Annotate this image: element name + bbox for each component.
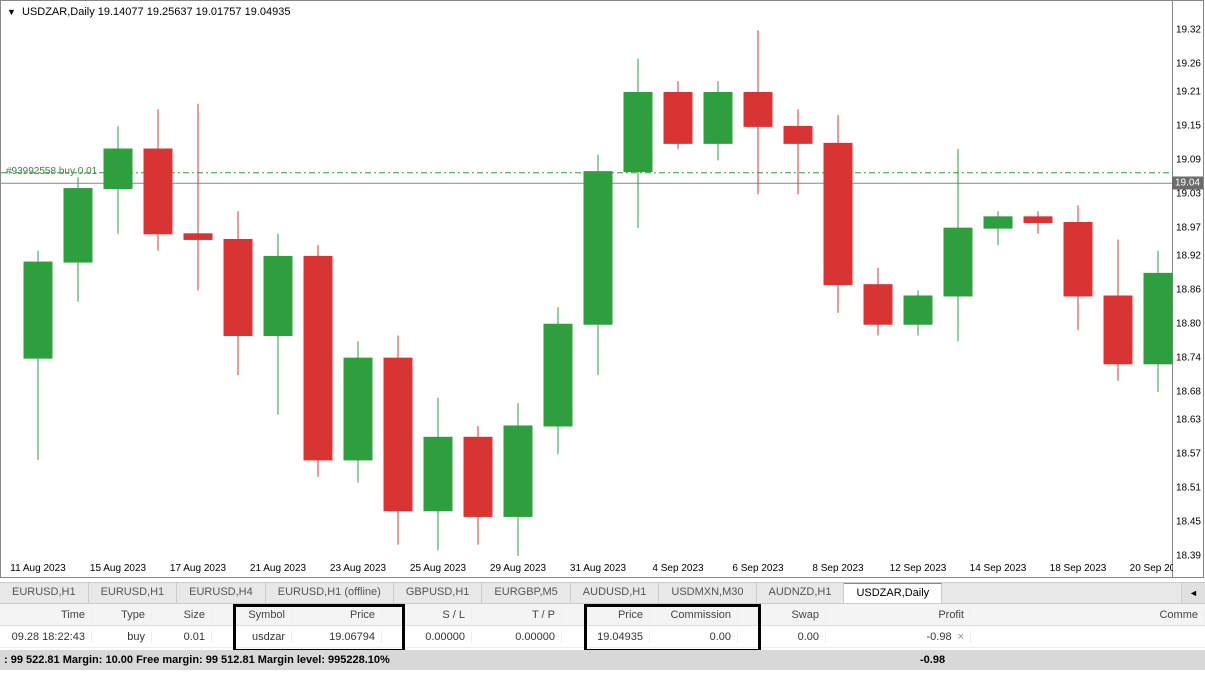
table-cell: usdzar <box>212 631 292 643</box>
chart-title: ▼ USDZAR,Daily 19.14077 19.25637 19.0175… <box>7 6 290 18</box>
x-axis-label: 6 Sep 2023 <box>732 563 783 574</box>
table-cell: 19.04935 <box>562 631 650 643</box>
x-axis-label: 29 Aug 2023 <box>490 563 546 574</box>
x-axis-label: 23 Aug 2023 <box>330 563 386 574</box>
table-cell: 0.00 <box>650 631 738 643</box>
x-axis-label: 18 Sep 2023 <box>1050 563 1107 574</box>
price-axis: 19.32 19.26 19.21 19.15 19.09 19.03 18.97 18.92… <box>1173 0 1204 578</box>
status-bar: : 99 522.81 Margin: 10.00 Free margin: 9… <box>0 650 1205 670</box>
chart-tab[interactable]: AUDUSD,H1 <box>571 583 660 603</box>
price-tick: 18.74 <box>1176 353 1201 364</box>
price-tick: 18.80 <box>1176 319 1201 330</box>
table-cell: 0.00000 <box>472 631 562 643</box>
table-cell: 0.00 <box>738 631 826 643</box>
table-header-cell[interactable]: T / P <box>472 609 562 621</box>
tab-scroll-left[interactable]: ◄ <box>1181 583 1205 603</box>
price-tick: 19.09 <box>1176 155 1201 166</box>
x-axis-label: 8 Sep 2023 <box>812 563 863 574</box>
chart-title-text: USDZAR,Daily 19.14077 19.25637 19.01757 … <box>22 6 290 18</box>
x-axis-label: 21 Aug 2023 <box>250 563 306 574</box>
trade-row[interactable]: 09.28 18:22:43buy0.01usdzar19.067940.000… <box>0 626 1205 648</box>
chart-tab[interactable]: USDMXN,M30 <box>659 583 756 603</box>
chart-tab[interactable]: AUDNZD,H1 <box>757 583 845 603</box>
chart-tab[interactable]: EURUSD,H1 (offline) <box>266 583 394 603</box>
table-header-cell[interactable]: S / L <box>382 609 472 621</box>
price-tick: 18.57 <box>1176 449 1201 460</box>
table-header-cell[interactable]: Time <box>0 609 92 621</box>
x-axis-label: 17 Aug 2023 <box>170 563 226 574</box>
price-tick: 18.45 <box>1176 517 1201 528</box>
table-header-cell[interactable]: Price <box>562 609 650 621</box>
chart-tab[interactable]: GBPUSD,H1 <box>394 583 483 603</box>
price-tick: 19.15 <box>1176 121 1201 132</box>
price-tick: 18.39 <box>1176 551 1201 562</box>
table-cell: 09.28 18:22:43 <box>0 631 92 643</box>
table-cell: -0.98× <box>826 631 971 643</box>
chart-menu-arrow[interactable]: ▼ <box>7 7 16 17</box>
x-axis-label: 11 Aug 2023 <box>10 563 65 574</box>
price-tick: 18.51 <box>1176 483 1201 494</box>
price-tick: 18.68 <box>1176 387 1201 398</box>
close-trade-icon[interactable]: × <box>958 631 964 643</box>
trade-table: TimeTypeSizeSymbolPriceS / LT / PPriceCo… <box>0 604 1205 648</box>
table-header-cell[interactable]: Type <box>92 609 152 621</box>
price-tick: 18.63 <box>1176 415 1201 426</box>
x-axis-label: 15 Aug 2023 <box>90 563 146 574</box>
price-tick: 18.97 <box>1176 223 1201 234</box>
price-tick: 19.32 <box>1176 25 1201 36</box>
chart-container[interactable]: ▼ USDZAR,Daily 19.14077 19.25637 19.0175… <box>0 0 1173 578</box>
price-tick: 18.86 <box>1176 285 1201 296</box>
chart-tab[interactable]: EURUSD,H1 <box>0 583 89 603</box>
table-header-cell[interactable]: Swap <box>738 609 826 621</box>
status-profit-total: -0.98 <box>920 654 945 666</box>
chart-tab[interactable]: EURGBP,M5 <box>482 583 570 603</box>
candlestick-chart[interactable] <box>1 1 1174 579</box>
price-tick: 19.21 <box>1176 87 1201 98</box>
table-header-cell[interactable]: Profit <box>826 609 971 621</box>
table-header-cell[interactable]: Size <box>152 609 212 621</box>
table-header-cell[interactable]: Commission <box>650 609 738 621</box>
table-header-cell[interactable]: Price <box>292 609 382 621</box>
price-tick: 19.26 <box>1176 59 1201 70</box>
table-cell: 0.01 <box>152 631 212 643</box>
status-text: : 99 522.81 Margin: 10.00 Free margin: 9… <box>4 654 390 666</box>
table-cell: 19.06794 <box>292 631 382 643</box>
x-axis-label: 12 Sep 2023 <box>890 563 947 574</box>
table-cell: buy <box>92 631 152 643</box>
table-header-cell[interactable]: Comme <box>971 609 1205 621</box>
x-axis-label: 31 Aug 2023 <box>570 563 626 574</box>
trade-table-header: TimeTypeSizeSymbolPriceS / LT / PPriceCo… <box>0 604 1205 626</box>
chart-tab[interactable]: USDZAR,Daily <box>844 583 942 603</box>
x-axis-label: 25 Aug 2023 <box>410 563 466 574</box>
x-axis-label: 14 Sep 2023 <box>970 563 1027 574</box>
price-tick: 18.92 <box>1176 251 1201 262</box>
chart-tabs: EURUSD,H1EURUSD,H1EURUSD,H4EURUSD,H1 (of… <box>0 582 1205 604</box>
chart-tab[interactable]: EURUSD,H1 <box>89 583 178 603</box>
price-tick: 19.03 <box>1176 189 1201 200</box>
current-price-label: 19.04 <box>1172 177 1203 190</box>
chart-tab[interactable]: EURUSD,H4 <box>177 583 266 603</box>
x-axis-label: 4 Sep 2023 <box>652 563 703 574</box>
table-header-cell[interactable]: Symbol <box>212 609 292 621</box>
table-cell: 0.00000 <box>382 631 472 643</box>
